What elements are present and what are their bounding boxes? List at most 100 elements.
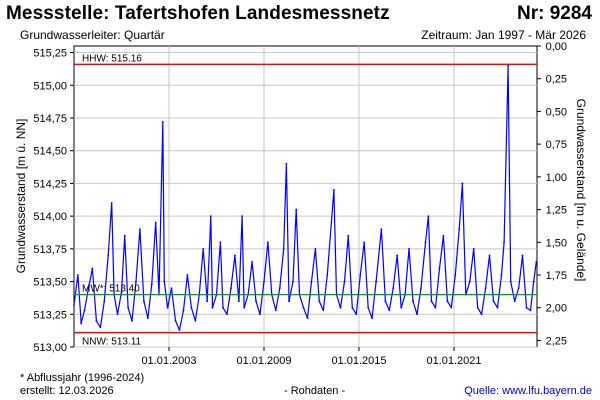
data-point bbox=[116, 313, 119, 316]
data-point bbox=[241, 215, 244, 218]
data-point bbox=[424, 241, 427, 244]
data-point bbox=[454, 274, 457, 276]
y-tick-label: 514,75 bbox=[33, 113, 67, 125]
x-tick-label: 01.01.2009 bbox=[236, 355, 291, 367]
source-link[interactable]: Quelle: www.lfu.bayern.de bbox=[464, 385, 592, 397]
data-point bbox=[161, 121, 164, 123]
data-point bbox=[333, 189, 335, 191]
data-point bbox=[146, 317, 149, 320]
data-point bbox=[202, 247, 205, 250]
data-point bbox=[77, 274, 79, 276]
data-point bbox=[326, 274, 329, 276]
data-point bbox=[138, 228, 141, 231]
data-point bbox=[442, 234, 445, 237]
y-tick-label: 513,00 bbox=[33, 342, 67, 354]
y-right-tick-label: 0,75 bbox=[546, 139, 567, 151]
y-right-tick-label: 2,00 bbox=[546, 303, 567, 315]
data-point bbox=[99, 326, 102, 329]
data-point bbox=[219, 241, 222, 244]
data-point bbox=[83, 309, 86, 312]
data-point bbox=[154, 221, 157, 224]
data-point bbox=[274, 309, 277, 312]
aquifer-label: Grundwasserleiter: Quartär bbox=[20, 28, 165, 42]
created-date: erstellt: 12.03.2026 bbox=[20, 385, 114, 397]
reference-label-nnw: NNW: 513.11 bbox=[82, 337, 142, 348]
x-tick-label: 01.01.2015 bbox=[331, 355, 386, 367]
plot-frame bbox=[73, 45, 538, 348]
y-tick-label: 513,50 bbox=[33, 277, 67, 289]
data-point bbox=[492, 300, 495, 303]
data-point bbox=[251, 261, 253, 263]
data-point bbox=[186, 274, 189, 276]
data-point bbox=[488, 254, 491, 257]
period-label: Zeitraum: Jan 1997 - Mär 2026 bbox=[421, 28, 586, 42]
data-point bbox=[123, 234, 126, 237]
y-tick-label: 513,25 bbox=[33, 309, 67, 321]
data-point bbox=[142, 300, 145, 303]
data-point bbox=[392, 287, 395, 290]
data-point bbox=[503, 241, 505, 244]
y-right-tick-label: 1,00 bbox=[546, 172, 567, 184]
data-point bbox=[509, 280, 512, 283]
data-point bbox=[255, 300, 257, 303]
data-point bbox=[484, 287, 487, 290]
data-point bbox=[380, 228, 383, 231]
data-point bbox=[384, 300, 387, 303]
data-point bbox=[178, 329, 181, 331]
data-point bbox=[434, 306, 437, 309]
data-point bbox=[314, 247, 317, 250]
page-title: Messstelle: Tafertshofen Landesmessnetz bbox=[6, 3, 390, 24]
y-tick-label: 514,50 bbox=[33, 146, 67, 158]
y-tick-label: 514,00 bbox=[33, 211, 67, 223]
data-point bbox=[427, 215, 430, 218]
data-point bbox=[233, 254, 236, 257]
data-point bbox=[517, 287, 520, 290]
data-point bbox=[446, 300, 449, 303]
data-point bbox=[80, 322, 83, 325]
data-point bbox=[351, 306, 354, 309]
y-tick-label: 515,00 bbox=[33, 80, 67, 92]
data-point bbox=[416, 313, 418, 316]
data-point bbox=[461, 182, 464, 185]
data-point bbox=[182, 309, 185, 312]
y-right-tick-label: 2,25 bbox=[546, 335, 567, 347]
data-point bbox=[535, 261, 538, 263]
data-point bbox=[285, 162, 288, 165]
data-point bbox=[282, 247, 285, 250]
data-point bbox=[412, 300, 414, 303]
data-point bbox=[480, 313, 483, 316]
data-point bbox=[367, 306, 370, 309]
data-point bbox=[135, 280, 137, 283]
y-right-tick-label: 0,25 bbox=[546, 74, 567, 86]
data-point bbox=[347, 234, 350, 237]
data-point bbox=[430, 300, 433, 303]
y-right-tick-label: 0,50 bbox=[546, 106, 567, 118]
data-point bbox=[408, 247, 410, 250]
reference-label-mw: MW*: 513.40 bbox=[82, 284, 140, 295]
data-point bbox=[292, 280, 294, 283]
data-point bbox=[500, 274, 503, 276]
x-tick-label: 01.01.2003 bbox=[141, 355, 196, 367]
data-point bbox=[131, 319, 133, 322]
data-point bbox=[476, 306, 479, 309]
data-point bbox=[339, 306, 342, 309]
data-point bbox=[343, 280, 346, 283]
y-tick-label: 514,25 bbox=[33, 178, 67, 190]
data-point bbox=[163, 280, 166, 283]
data-point bbox=[243, 306, 246, 309]
y-axis-right-label: Grundwasserstand [m u. Gelände] bbox=[574, 99, 588, 282]
x-tick-label: 01.01.2021 bbox=[426, 355, 481, 367]
data-point bbox=[190, 306, 193, 309]
data-point bbox=[420, 287, 422, 290]
y-tick-label: 513,75 bbox=[33, 244, 67, 256]
data-point bbox=[150, 283, 153, 286]
data-point bbox=[166, 306, 169, 309]
data-point bbox=[458, 228, 461, 231]
data-point bbox=[103, 300, 106, 303]
data-point bbox=[91, 267, 94, 270]
y-right-tick-label: 0,00 bbox=[546, 41, 567, 53]
data-point bbox=[170, 287, 173, 290]
rawdata-label: - Rohdaten - bbox=[284, 385, 346, 397]
data-point bbox=[263, 280, 265, 283]
data-point bbox=[127, 306, 129, 309]
